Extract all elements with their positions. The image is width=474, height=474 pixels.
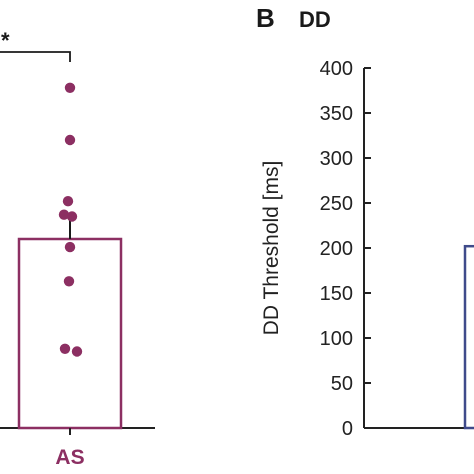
y-tick-label: 100 [320,328,353,350]
y-tick-label: 150 [320,283,353,305]
y-tick-label: 0 [342,418,353,440]
y-ticks: 0 50 100 150 200 250 300 350 400 [320,58,371,440]
y-tick-label: 400 [320,58,353,80]
significance-star: * [1,28,10,53]
panel-b: B DD DD Threshold [ms] 0 50 100 150 200 250 30… [256,3,474,440]
y-tick-label: 200 [320,238,353,260]
y-tick-label: 350 [320,103,353,125]
data-point [66,211,78,222]
panel-b-title: DD [299,7,331,32]
category-label-as: AS [55,446,84,469]
bar-dd [463,244,474,430]
bar-as [17,237,123,430]
data-point [63,276,75,287]
y-tick-label: 300 [320,148,353,170]
data-point [64,134,76,146]
y-tick-label: 250 [320,193,353,215]
data-point [64,82,76,94]
data-point [59,343,71,354]
significance-bracket [0,51,71,62]
data-point [64,241,76,253]
panel-a: * AS [0,28,155,469]
data-point [62,196,74,207]
data-point [58,209,70,220]
data-points-as [58,82,83,357]
data-point [71,346,83,357]
y-tick-label: 50 [331,373,353,395]
y-axis-title: DD Threshold [ms] [260,161,283,336]
panel-b-letter: B [256,3,275,33]
